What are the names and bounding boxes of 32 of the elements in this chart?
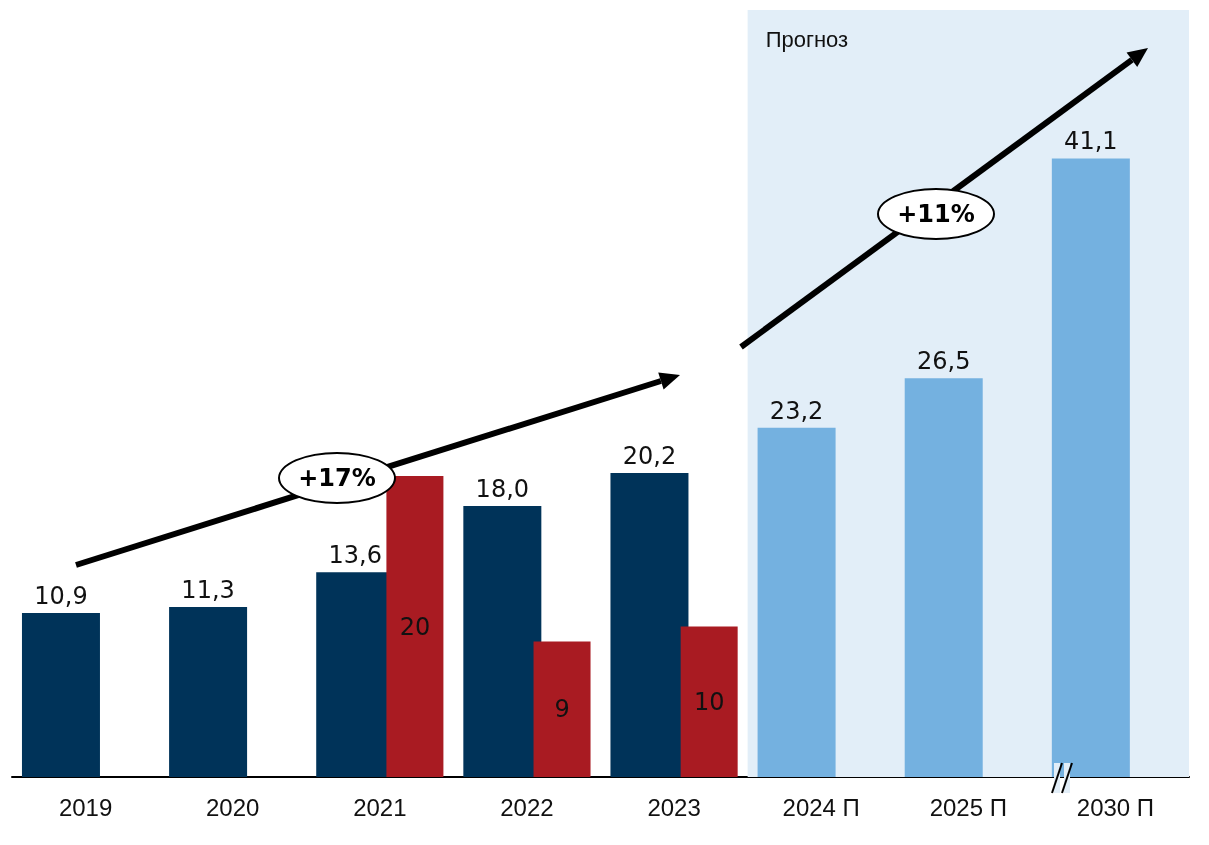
data-label: 23,2 bbox=[769, 396, 824, 425]
bar bbox=[533, 641, 591, 777]
x-tick-label: 2024 П bbox=[782, 793, 860, 821]
x-tick-label: 2019 bbox=[58, 793, 113, 821]
band-label: Прогноз bbox=[765, 26, 849, 52]
data-label: 26,5 bbox=[916, 347, 971, 376]
bar bbox=[904, 378, 983, 777]
data-label: 18,0 bbox=[475, 475, 530, 504]
x-tick-label: 2023 bbox=[647, 793, 701, 821]
x-tick-label: 2025 П bbox=[929, 793, 1007, 821]
bar bbox=[610, 472, 689, 777]
x-tick-label: 2021 bbox=[353, 793, 407, 821]
bar bbox=[757, 427, 836, 777]
x-tick-label: 2022 bbox=[500, 793, 554, 821]
bar bbox=[1051, 158, 1130, 777]
bar bbox=[386, 476, 444, 777]
data-label: 13,6 bbox=[328, 541, 382, 570]
data-label: 20,2 bbox=[622, 441, 677, 470]
x-tick-label: 2020 bbox=[205, 793, 260, 821]
bar bbox=[463, 506, 542, 777]
data-label: 10 bbox=[693, 687, 725, 716]
annotation: +17% bbox=[278, 452, 396, 504]
data-label: 9 bbox=[554, 695, 570, 724]
data-label: 20 bbox=[399, 612, 431, 641]
bar bbox=[680, 626, 738, 777]
data-label: 11,3 bbox=[181, 575, 235, 604]
bar bbox=[169, 606, 248, 777]
bar bbox=[21, 612, 100, 777]
data-label: 10,9 bbox=[34, 581, 88, 610]
annotation: +11% bbox=[877, 188, 995, 240]
x-tick-label: 2030 П bbox=[1076, 793, 1155, 821]
data-label: 41,1 bbox=[1064, 127, 1118, 156]
